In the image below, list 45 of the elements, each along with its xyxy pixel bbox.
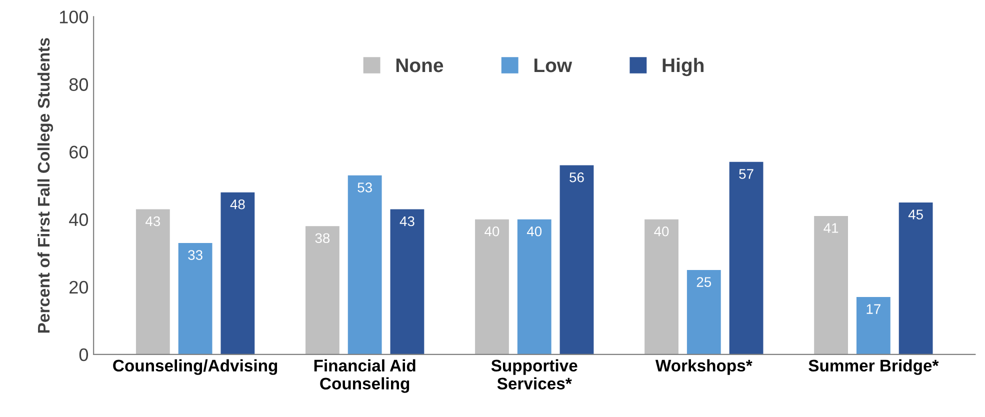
x-tick-label: Financial Aid Counseling bbox=[314, 359, 416, 393]
bar bbox=[644, 219, 678, 354]
data-label: 48 bbox=[230, 199, 245, 210]
bar bbox=[856, 297, 890, 354]
bar bbox=[136, 209, 170, 354]
data-label: 56 bbox=[570, 172, 584, 182]
data-label: 57 bbox=[739, 169, 754, 179]
bar bbox=[475, 219, 509, 354]
y-tick-label: 80 bbox=[69, 78, 88, 91]
bar bbox=[178, 242, 212, 354]
y-tick-label: 100 bbox=[60, 10, 88, 24]
data-label: 38 bbox=[315, 233, 330, 244]
bar bbox=[729, 162, 764, 354]
data-label: 53 bbox=[358, 182, 372, 192]
x-tick-label: Supportive Services* bbox=[491, 359, 578, 390]
y-axis-title: Percent of First Fall College Students bbox=[37, 38, 54, 333]
y-tick-label: 0 bbox=[79, 348, 88, 362]
data-label: 40 bbox=[654, 226, 669, 236]
bar bbox=[560, 165, 594, 354]
bar bbox=[390, 209, 424, 354]
legend-label: Low bbox=[534, 58, 572, 72]
x-tick-label: Counseling/Advising bbox=[113, 359, 278, 375]
data-label: 40 bbox=[484, 226, 500, 236]
bar bbox=[305, 226, 340, 354]
data-label: 40 bbox=[526, 226, 542, 236]
x-tick-label: Workshops* bbox=[655, 359, 752, 375]
data-label: 41 bbox=[824, 223, 838, 233]
data-label: 17 bbox=[866, 304, 880, 314]
bar bbox=[814, 216, 848, 354]
data-label: 43 bbox=[400, 216, 414, 226]
data-label: 33 bbox=[188, 250, 202, 260]
x-tick-label: Summer Bridge* bbox=[808, 359, 939, 375]
bar bbox=[517, 219, 552, 354]
bar bbox=[220, 192, 255, 354]
legend-label: None bbox=[396, 58, 444, 72]
y-tick-label: 40 bbox=[69, 213, 88, 226]
legend-label: High bbox=[662, 58, 704, 76]
bar bbox=[898, 202, 933, 354]
bar bbox=[686, 270, 721, 354]
y-tick-label: 20 bbox=[70, 280, 88, 294]
data-label: 25 bbox=[696, 277, 712, 287]
data-label: 43 bbox=[146, 216, 160, 226]
data-label: 45 bbox=[908, 210, 923, 220]
bar bbox=[348, 175, 382, 354]
y-tick-label: 60 bbox=[70, 146, 88, 159]
